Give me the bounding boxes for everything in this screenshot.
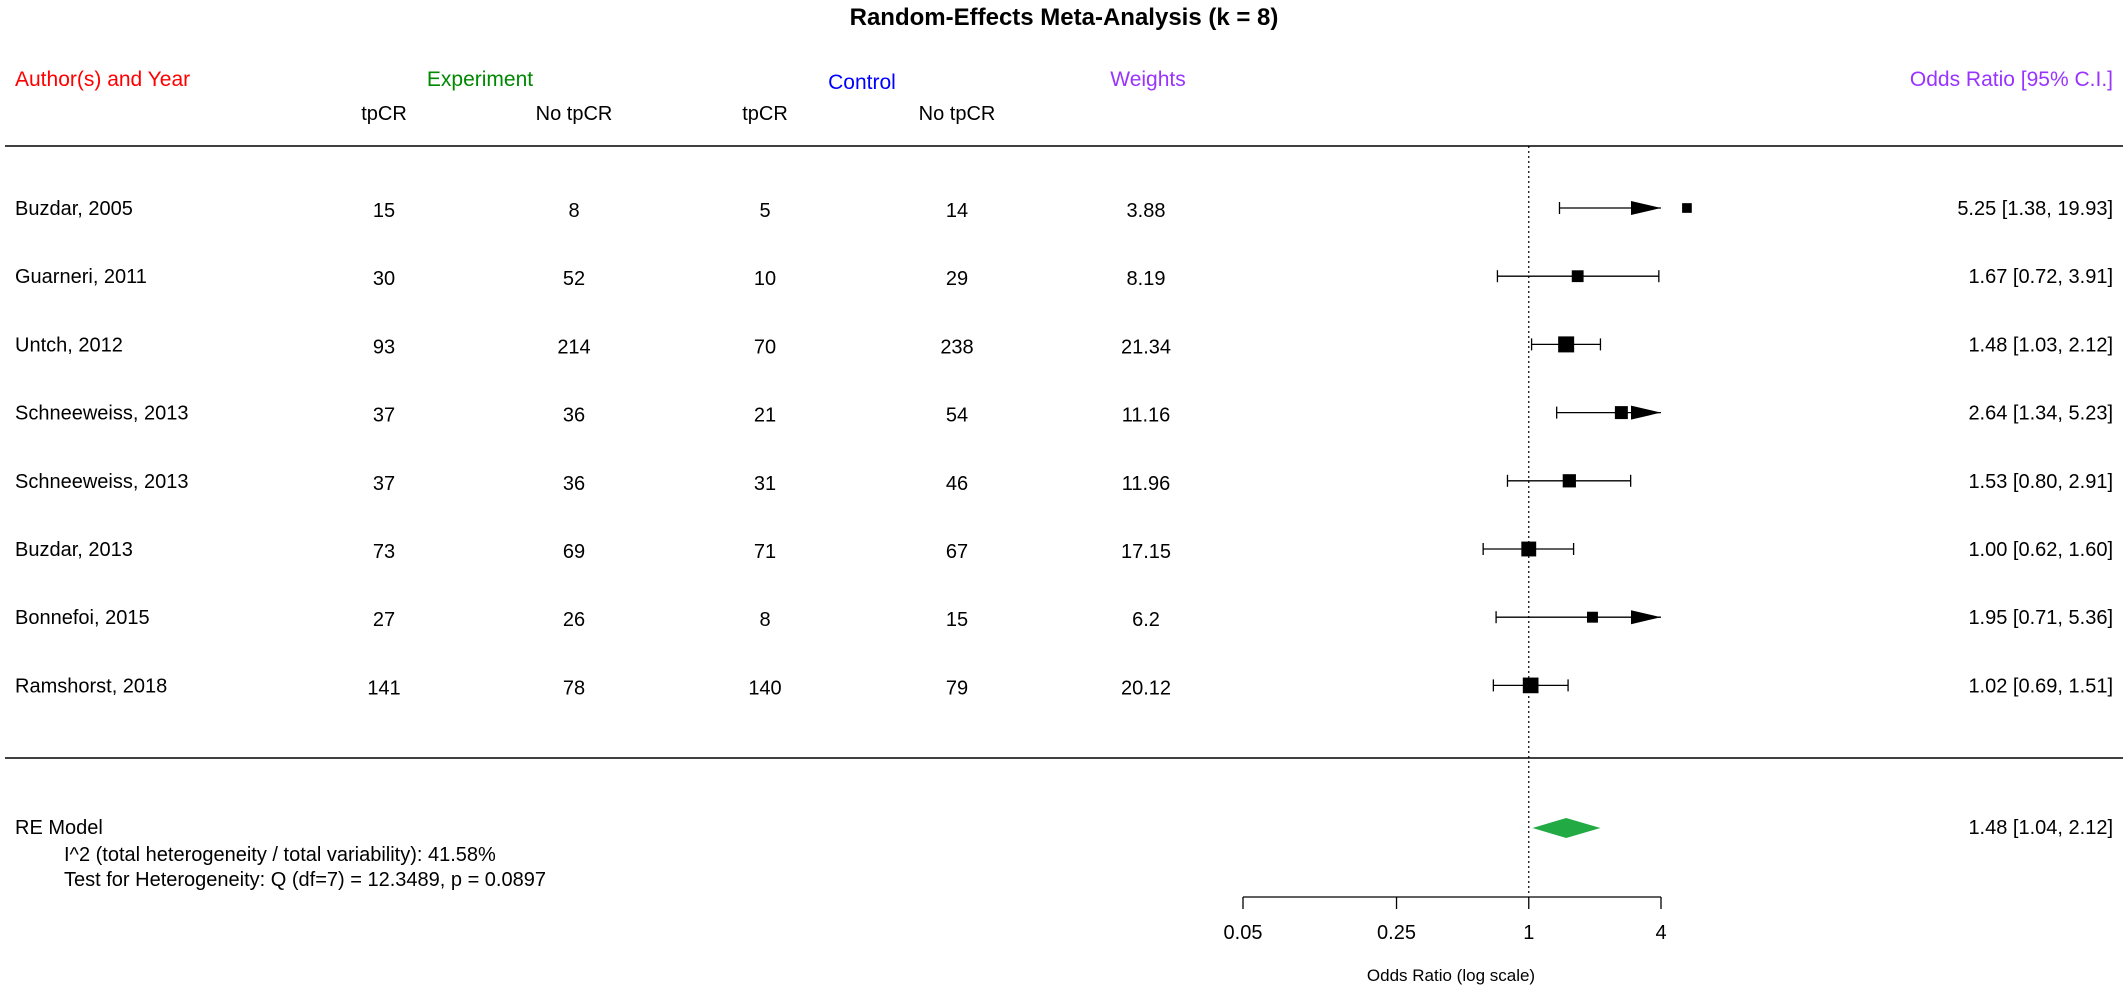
point-estimate	[1558, 336, 1575, 353]
control-tpcr-value: 21	[754, 405, 776, 427]
study-row: Ramshorst, 2018 141 78 140 79 20.12 1.02 [0.69…	[15, 675, 2113, 699]
experiment-no-tpcr-subheader: No tpCR	[536, 103, 613, 125]
experiment-no-tpcr-value: 36	[563, 473, 585, 495]
x-tick-label: 1	[1523, 922, 1534, 944]
experiment-tpcr-value: 93	[373, 336, 395, 358]
control-tpcr-subheader: tpCR	[742, 103, 788, 125]
study-label: Untch, 2012	[15, 334, 123, 356]
study-ci-text: 1.53 [0.80, 2.91]	[1968, 471, 2113, 493]
control-no-tpcr-value: 46	[946, 473, 968, 495]
control-tpcr-value: 8	[759, 609, 770, 631]
study-ci-text: 1.67 [0.72, 3.91]	[1968, 266, 2113, 288]
weight-value: 11.96	[1122, 473, 1171, 495]
study-label: Schneeweiss, 2013	[15, 403, 188, 425]
weight-value: 8.19	[1127, 268, 1166, 290]
control-no-tpcr-value: 15	[946, 609, 968, 631]
control-no-tpcr-value: 238	[940, 336, 973, 358]
study-label: Buzdar, 2013	[15, 539, 133, 561]
study-ci-text: 5.25 [1.38, 19.93]	[1957, 198, 2113, 220]
control-no-tpcr-value: 14	[946, 200, 968, 222]
control-tpcr-value: 10	[754, 268, 776, 290]
experiment-no-tpcr-value: 78	[563, 677, 585, 699]
control-tpcr-value: 70	[754, 336, 776, 358]
study-ci-text: 1.00 [0.62, 1.60]	[1968, 539, 2113, 561]
x-tick-label: 0.05	[1224, 922, 1263, 944]
point-estimate	[1682, 203, 1692, 213]
study-label: Guarneri, 2011	[15, 266, 147, 288]
experiment-no-tpcr-value: 8	[568, 200, 579, 222]
control-tpcr-value: 5	[759, 200, 770, 222]
experiment-tpcr-value: 73	[373, 541, 395, 563]
control-tpcr-value: 31	[754, 473, 776, 495]
weight-value: 17.15	[1121, 541, 1171, 563]
control-no-tpcr-value: 67	[946, 541, 968, 563]
x-tick-label: 4	[1655, 922, 1666, 944]
control-tpcr-value: 71	[754, 541, 776, 563]
point-estimate	[1522, 677, 1539, 694]
study-row: Guarneri, 2011 30 52 10 29 8.19 1.67 [0.72, 3.…	[15, 266, 2113, 290]
study-row: Buzdar, 2013 73 69 71 67 17.15 1.00 [0.62, 1.6…	[15, 539, 2113, 563]
summary-label: RE Model	[15, 817, 103, 839]
experiment-no-tpcr-value: 26	[563, 609, 585, 631]
study-label: Ramshorst, 2018	[15, 675, 167, 697]
control-no-tpcr-value: 79	[946, 677, 968, 699]
experiment-tpcr-value: 15	[373, 200, 395, 222]
control-no-tpcr-value: 54	[946, 405, 968, 427]
study-ci-text: 1.02 [0.69, 1.51]	[1968, 675, 2113, 697]
control-tpcr-value: 140	[748, 677, 781, 699]
weights-header: Weights	[1110, 68, 1185, 91]
heterogeneity-i2: I^2 (total heterogeneity / total variabi…	[64, 844, 496, 866]
experiment-header: Experiment	[427, 68, 533, 91]
experiment-tpcr-value: 30	[373, 268, 395, 290]
study-row: Schneeweiss, 2013 37 36 21 54 11.16 2.64 [1.34…	[15, 403, 2113, 427]
study-ci-text: 1.95 [0.71, 5.36]	[1968, 607, 2113, 629]
x-axis-label: Odds Ratio (log scale)	[1367, 966, 1535, 985]
point-estimate	[1614, 406, 1628, 420]
ci-arrow	[1631, 405, 1661, 420]
chart-title: Random-Effects Meta-Analysis (k = 8)	[850, 4, 1279, 31]
study-label: Buzdar, 2005	[15, 198, 133, 220]
study-rows: Buzdar, 2005 15 8 5 14 3.88 5.25 [1.38, 19.93]…	[15, 198, 2113, 699]
experiment-tpcr-subheader: tpCR	[361, 103, 407, 125]
study-row: Schneeweiss, 2013 37 36 31 46 11.96 1.53 [0.80…	[15, 471, 2113, 495]
control-header: Control	[828, 71, 896, 94]
experiment-tpcr-value: 37	[373, 405, 395, 427]
study-row: Bonnefoi, 2015 27 26 8 15 6.2 1.95 [0.71, 5.36…	[15, 607, 2113, 631]
ci-arrow	[1631, 201, 1661, 215]
point-estimate	[1587, 611, 1598, 623]
study-ci-text: 1.48 [1.03, 2.12]	[1968, 334, 2113, 356]
odds-ratio-header: Odds Ratio [95% C.I.]	[1910, 68, 2113, 91]
study-row: Buzdar, 2005 15 8 5 14 3.88 5.25 [1.38, 19.93]	[15, 198, 2113, 222]
study-label: Schneeweiss, 2013	[15, 471, 188, 493]
weight-value: 11.16	[1122, 405, 1171, 427]
point-estimate	[1562, 474, 1576, 488]
study-label: Bonnefoi, 2015	[15, 607, 150, 629]
x-tick-label: 0.25	[1377, 922, 1416, 944]
experiment-no-tpcr-value: 36	[563, 405, 585, 427]
weight-value: 3.88	[1127, 200, 1166, 222]
point-estimate	[1521, 541, 1537, 557]
control-no-tpcr-value: 29	[946, 268, 968, 290]
plot-area: 0.05 0.25 1 4	[1224, 146, 1692, 944]
experiment-tpcr-value: 37	[373, 473, 395, 495]
ci-arrow	[1631, 610, 1661, 625]
weight-value: 20.12	[1121, 677, 1171, 699]
experiment-no-tpcr-value: 214	[557, 336, 590, 358]
summary-diamond	[1532, 818, 1601, 838]
experiment-tpcr-value: 27	[373, 609, 395, 631]
heterogeneity-q-test: Test for Heterogeneity: Q (df=7) = 12.34…	[64, 869, 546, 891]
summary-ci-text: 1.48 [1.04, 2.12]	[1968, 817, 2113, 839]
experiment-no-tpcr-value: 69	[563, 541, 585, 563]
experiment-tpcr-value: 141	[367, 677, 400, 699]
study-ci-text: 2.64 [1.34, 5.23]	[1968, 403, 2113, 425]
point-estimate	[1571, 270, 1584, 283]
control-no-tpcr-subheader: No tpCR	[919, 103, 996, 125]
weight-value: 21.34	[1121, 336, 1171, 358]
weight-value: 6.2	[1132, 609, 1160, 631]
author-header: Author(s) and Year	[15, 68, 190, 91]
experiment-no-tpcr-value: 52	[563, 268, 585, 290]
study-row: Untch, 2012 93 214 70 238 21.34 1.48 [1.03, 2.…	[15, 334, 2113, 358]
